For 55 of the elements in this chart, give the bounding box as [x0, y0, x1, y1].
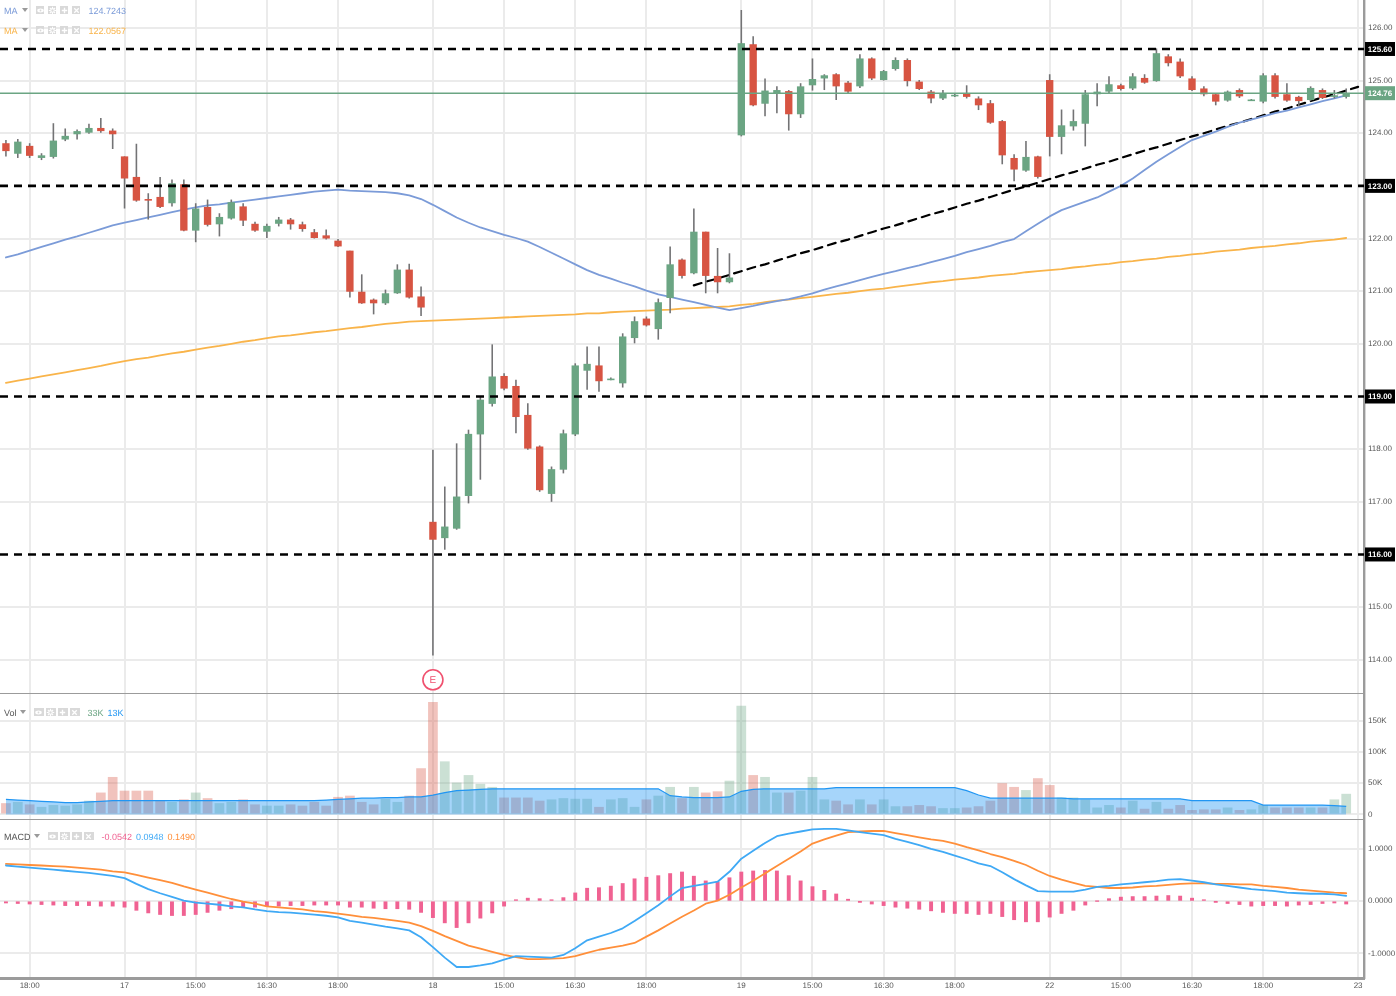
candlestick	[1152, 47, 1161, 83]
candlestick	[192, 202, 200, 244]
candlestick	[405, 263, 413, 300]
candlestick	[132, 142, 141, 203]
candlestick	[239, 202, 247, 227]
candlestick	[630, 315, 639, 345]
candlestick	[215, 212, 224, 238]
candlestick	[547, 465, 556, 503]
candlestick	[61, 127, 69, 142]
candlestick	[417, 285, 425, 317]
candlestick	[1271, 72, 1279, 100]
candlestick	[429, 448, 437, 657]
candlestick	[524, 402, 532, 451]
candlestick	[702, 230, 710, 295]
candlestick	[156, 176, 164, 209]
candlestick	[168, 178, 176, 208]
candlestick	[785, 89, 793, 132]
candlestick	[1069, 108, 1078, 132]
candlestick	[832, 72, 840, 101]
candlestick	[452, 442, 461, 531]
candlestick	[595, 345, 603, 393]
candlestick	[1022, 140, 1030, 173]
candlestick	[678, 257, 686, 280]
candlestick	[868, 56, 876, 81]
candlestick	[393, 263, 402, 295]
candlestick	[97, 117, 105, 134]
candlestick	[986, 99, 995, 125]
candlestick	[559, 428, 568, 475]
candlestick	[725, 252, 734, 285]
candlestick	[583, 345, 591, 391]
candlestick	[856, 53, 864, 89]
candlestick	[1057, 108, 1066, 156]
candlestick	[120, 155, 129, 210]
candlestick	[690, 207, 698, 276]
candlestick	[358, 273, 366, 305]
candlestick	[1010, 153, 1018, 182]
candlestick	[227, 198, 235, 221]
candlestick	[14, 138, 22, 159]
candlestick	[535, 444, 544, 493]
candlestick	[180, 178, 188, 232]
candlestick	[346, 249, 354, 299]
candlestick	[1283, 82, 1291, 103]
candlestick	[203, 198, 212, 228]
candlestick	[512, 378, 520, 435]
candlestick	[654, 297, 662, 341]
candlestick	[713, 247, 722, 295]
candlestick	[998, 119, 1006, 166]
candlestick	[619, 332, 627, 389]
candlestick	[476, 395, 485, 481]
candlestick	[1176, 57, 1184, 79]
candlestick	[441, 485, 449, 551]
candlestick	[903, 57, 912, 88]
candlestick	[144, 192, 152, 221]
candlestick	[666, 245, 674, 315]
candlestick	[49, 122, 58, 160]
